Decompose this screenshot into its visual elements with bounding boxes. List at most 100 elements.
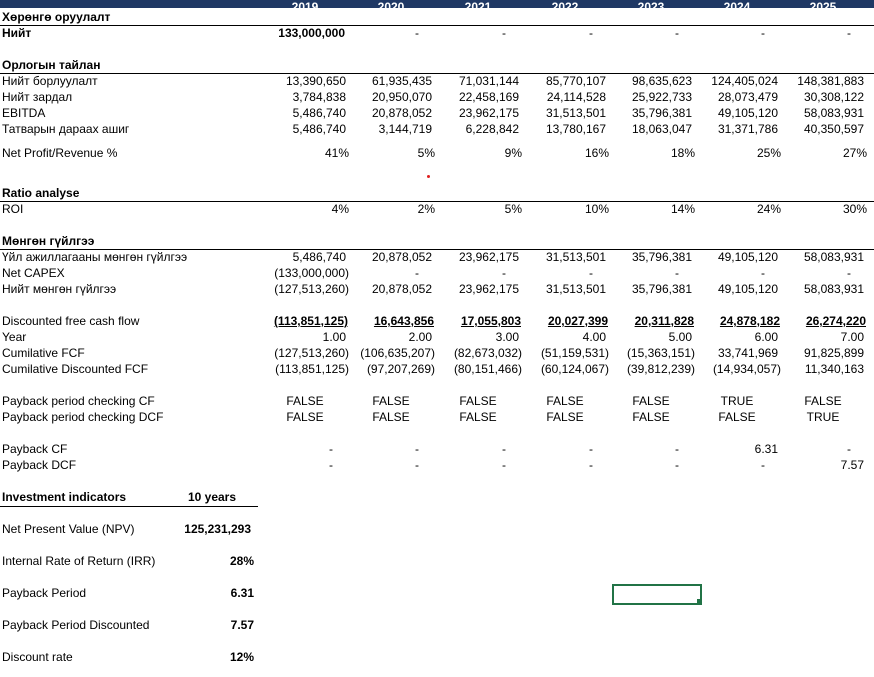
cell-value: (15,363,151)	[626, 346, 695, 360]
year-header: 2022	[551, 0, 579, 8]
cell-value: -	[415, 26, 419, 40]
section-title: Хөрөнгө оруулалт	[2, 10, 111, 24]
cell-value: 2.00	[408, 330, 432, 344]
cell-value: (51,159,531)	[540, 346, 609, 360]
cell-value: -	[502, 266, 506, 280]
cell-value: 35,796,381	[631, 250, 692, 264]
cell-value: -	[589, 442, 593, 456]
indicator-label: Discount rate	[2, 650, 73, 664]
cell-value: 20,878,052	[371, 250, 432, 264]
cell-value: 20,027,399	[547, 314, 608, 328]
cell-value: 40,350,597	[803, 122, 864, 136]
cell-value: 31,513,501	[545, 106, 606, 120]
cell-value: (60,124,067)	[540, 362, 609, 376]
year-header: 2023	[637, 0, 665, 8]
cell-value: 5,486,740	[292, 250, 346, 264]
cell-value: -	[502, 442, 506, 456]
indicators-period: 10 years	[187, 490, 237, 504]
row-label: Payback period checking CF	[2, 394, 155, 408]
cell-value: 30,308,122	[803, 90, 864, 104]
cell-value: (82,673,032)	[453, 346, 522, 360]
cell-value: (14,934,057)	[712, 362, 781, 376]
cell-value: 31,513,501	[545, 282, 606, 296]
row-label: Year	[2, 330, 27, 344]
cell-value: 5.00	[668, 330, 692, 344]
cell-value: 3,784,838	[292, 90, 346, 104]
cell-value: FALSE	[632, 410, 670, 424]
cell-value: 6.31	[754, 442, 778, 456]
cell-value: 58,083,931	[803, 282, 864, 296]
cell-value: -	[502, 26, 506, 40]
row-label: Татварын дараах ашиг	[2, 122, 130, 136]
cell-value: 20,878,052	[371, 106, 432, 120]
indicators-title: Investment indicators	[2, 490, 127, 504]
cell-value: -	[675, 442, 679, 456]
cell-value: FALSE	[459, 394, 497, 408]
section-rule	[0, 249, 874, 250]
cell-value: 7.57	[840, 458, 864, 472]
section-rule	[0, 73, 874, 74]
cell-value: 148,381,883	[797, 74, 864, 88]
section-rule	[0, 201, 874, 202]
cell-value: 4%	[331, 202, 349, 216]
cell-value: 124,405,024	[711, 74, 778, 88]
cell-value: TRUE	[720, 394, 754, 408]
cell-value: (127,513,260)	[274, 282, 349, 296]
row-label: Нийт зардал	[2, 90, 73, 104]
cell-value: -	[589, 458, 593, 472]
cell-value: -	[415, 266, 419, 280]
row-label: Нийт мөнгөн гүйлгээ	[2, 282, 117, 296]
indicator-label: Payback Period	[2, 586, 87, 600]
cell-value: (97,207,269)	[366, 362, 435, 376]
year-header: 2019	[291, 0, 319, 8]
cell-value: -	[847, 442, 851, 456]
cell-value: 25,922,733	[631, 90, 692, 104]
cell-value: 9%	[504, 146, 522, 160]
cell-value: 28,073,479	[717, 90, 778, 104]
cell-value: -	[415, 458, 419, 472]
cell-value: 5%	[504, 202, 522, 216]
cell-value: 49,105,120	[717, 282, 778, 296]
section-title: Ratio analyse	[2, 186, 80, 200]
cell-value: 10%	[584, 202, 609, 216]
row-label: Payback period checking DCF	[2, 410, 164, 424]
cell-value: 23,962,175	[458, 282, 519, 296]
cell-value: 5,486,740	[292, 106, 346, 120]
cell-value: 23,962,175	[458, 250, 519, 264]
cell-value: (133,000,000)	[274, 266, 349, 280]
row-label: Cumilative FCF	[2, 346, 85, 360]
cell-value: 98,635,623	[631, 74, 692, 88]
cell-value: -	[761, 26, 765, 40]
cell-value: 35,796,381	[631, 106, 692, 120]
section-rule	[0, 25, 874, 26]
cell-value: 18%	[670, 146, 695, 160]
cell-value: 20,311,828	[634, 314, 694, 328]
cell-value: 85,770,107	[545, 74, 606, 88]
indicator-value: 7.57	[230, 618, 254, 632]
cell-value: 16,643,856	[373, 314, 434, 328]
cell-value: (127,513,260)	[274, 346, 349, 360]
indicator-value: 28%	[229, 554, 254, 568]
cell-value: 23,962,175	[458, 106, 519, 120]
cell-value: 18,063,047	[631, 122, 692, 136]
cell-value: FALSE	[372, 394, 410, 408]
cell-value: 31,371,786	[717, 122, 778, 136]
cell-value: 31,513,501	[545, 250, 606, 264]
selected-cell[interactable]	[612, 584, 702, 605]
cell-value: 24,114,528	[546, 90, 606, 104]
cell-value: -	[761, 266, 765, 280]
cell-value: -	[589, 26, 593, 40]
fill-handle[interactable]	[697, 599, 702, 604]
indicator-value: 6.31	[230, 586, 254, 600]
row-label: Payback DCF	[2, 458, 77, 472]
row-label: Нийт	[2, 26, 32, 40]
indicator-rule	[0, 506, 258, 507]
cell-value: -	[675, 266, 679, 280]
row-label: Cumilative Discounted FCF	[2, 362, 149, 376]
cell-value: 3.00	[495, 330, 519, 344]
cell-value: (39,812,239)	[626, 362, 695, 376]
cell-value: 71,031,144	[458, 74, 519, 88]
cell-value: 6,228,842	[465, 122, 519, 136]
cell-value: 20,878,052	[371, 282, 432, 296]
cell-value: -	[675, 458, 679, 472]
